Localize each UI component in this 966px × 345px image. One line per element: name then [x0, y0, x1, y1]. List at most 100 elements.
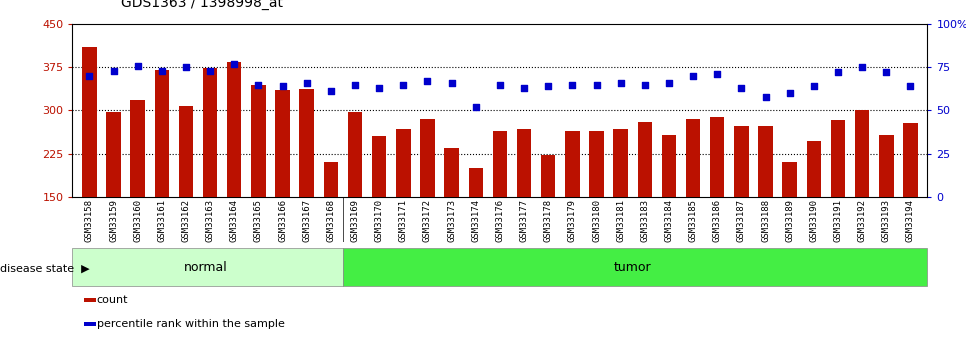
- Bar: [638, 122, 652, 197]
- Bar: [782, 162, 797, 197]
- Text: GSM33171: GSM33171: [399, 199, 408, 242]
- Text: GSM33164: GSM33164: [230, 199, 239, 242]
- Text: GSM33173: GSM33173: [447, 199, 456, 242]
- Text: tumor: tumor: [614, 261, 651, 274]
- Point: [492, 82, 508, 87]
- Point: [323, 89, 339, 94]
- Bar: [84, 298, 96, 302]
- Bar: [855, 110, 869, 197]
- Bar: [807, 141, 821, 197]
- Bar: [493, 130, 507, 197]
- Text: GSM33190: GSM33190: [810, 199, 818, 242]
- Point: [782, 90, 798, 96]
- Point: [396, 82, 412, 87]
- Text: GSM33176: GSM33176: [496, 199, 504, 242]
- Point: [734, 85, 750, 91]
- Point: [155, 68, 170, 73]
- Text: GSM33166: GSM33166: [278, 199, 287, 242]
- Bar: [903, 123, 918, 197]
- Text: GSM33177: GSM33177: [520, 199, 528, 242]
- Text: GSM33188: GSM33188: [761, 199, 770, 242]
- Bar: [517, 129, 531, 197]
- Text: GSM33161: GSM33161: [157, 199, 166, 242]
- Bar: [203, 68, 217, 197]
- Point: [613, 80, 629, 86]
- Bar: [372, 136, 386, 197]
- Point: [757, 94, 773, 99]
- Text: GSM33194: GSM33194: [906, 199, 915, 242]
- Text: GSM33187: GSM33187: [737, 199, 746, 242]
- Point: [564, 82, 580, 87]
- Bar: [84, 322, 96, 326]
- Text: GSM33179: GSM33179: [568, 199, 577, 242]
- Text: GSM33180: GSM33180: [592, 199, 601, 242]
- Bar: [879, 135, 894, 197]
- Text: GSM33165: GSM33165: [254, 199, 263, 242]
- FancyBboxPatch shape: [343, 248, 927, 286]
- Bar: [420, 119, 435, 197]
- Bar: [275, 90, 290, 197]
- Text: GSM33158: GSM33158: [85, 199, 94, 242]
- Text: GSM33167: GSM33167: [302, 199, 311, 242]
- Bar: [565, 130, 580, 197]
- Bar: [155, 70, 169, 197]
- Text: GSM33159: GSM33159: [109, 199, 118, 242]
- Point: [661, 80, 676, 86]
- Text: GSM33178: GSM33178: [544, 199, 553, 242]
- Bar: [396, 129, 411, 197]
- Bar: [758, 127, 773, 197]
- Text: GSM33183: GSM33183: [640, 199, 649, 242]
- Bar: [469, 168, 483, 197]
- Text: GSM33193: GSM33193: [882, 199, 891, 242]
- Bar: [613, 129, 628, 197]
- Text: GSM33184: GSM33184: [665, 199, 673, 242]
- Bar: [710, 117, 724, 197]
- Text: GSM33185: GSM33185: [689, 199, 697, 242]
- Bar: [130, 100, 145, 197]
- Text: disease state  ▶: disease state ▶: [0, 264, 90, 274]
- Bar: [179, 106, 193, 197]
- Text: GSM33168: GSM33168: [327, 199, 335, 242]
- Text: GSM33160: GSM33160: [133, 199, 142, 242]
- Bar: [686, 119, 700, 197]
- Bar: [82, 47, 97, 197]
- Text: GSM33169: GSM33169: [351, 199, 359, 242]
- Text: GSM33163: GSM33163: [206, 199, 214, 242]
- Point: [82, 73, 98, 79]
- Point: [709, 71, 724, 77]
- Bar: [662, 135, 676, 197]
- Bar: [299, 89, 314, 197]
- Point: [348, 82, 363, 87]
- Text: GSM33170: GSM33170: [375, 199, 384, 242]
- Bar: [589, 130, 604, 197]
- Text: GSM33189: GSM33189: [785, 199, 794, 242]
- Bar: [541, 155, 555, 197]
- Point: [589, 82, 605, 87]
- Point: [299, 80, 315, 86]
- Text: percentile rank within the sample: percentile rank within the sample: [97, 319, 284, 329]
- Point: [879, 70, 895, 75]
- Point: [517, 85, 532, 91]
- Text: GSM33191: GSM33191: [834, 199, 842, 242]
- Bar: [734, 127, 749, 197]
- Point: [541, 83, 556, 89]
- Point: [106, 68, 122, 73]
- Point: [444, 80, 460, 86]
- Text: GSM33174: GSM33174: [471, 199, 480, 242]
- Bar: [324, 162, 338, 197]
- Point: [855, 65, 870, 70]
- Text: GSM33186: GSM33186: [713, 199, 722, 242]
- Text: GSM33172: GSM33172: [423, 199, 432, 242]
- Point: [130, 63, 146, 68]
- Point: [203, 68, 218, 73]
- Point: [179, 65, 194, 70]
- FancyBboxPatch shape: [72, 248, 343, 286]
- Point: [902, 83, 918, 89]
- Text: count: count: [97, 295, 128, 305]
- Bar: [831, 120, 845, 197]
- Bar: [251, 85, 266, 197]
- Bar: [227, 61, 242, 197]
- Point: [469, 104, 484, 110]
- Bar: [444, 148, 459, 197]
- Text: normal: normal: [184, 261, 227, 274]
